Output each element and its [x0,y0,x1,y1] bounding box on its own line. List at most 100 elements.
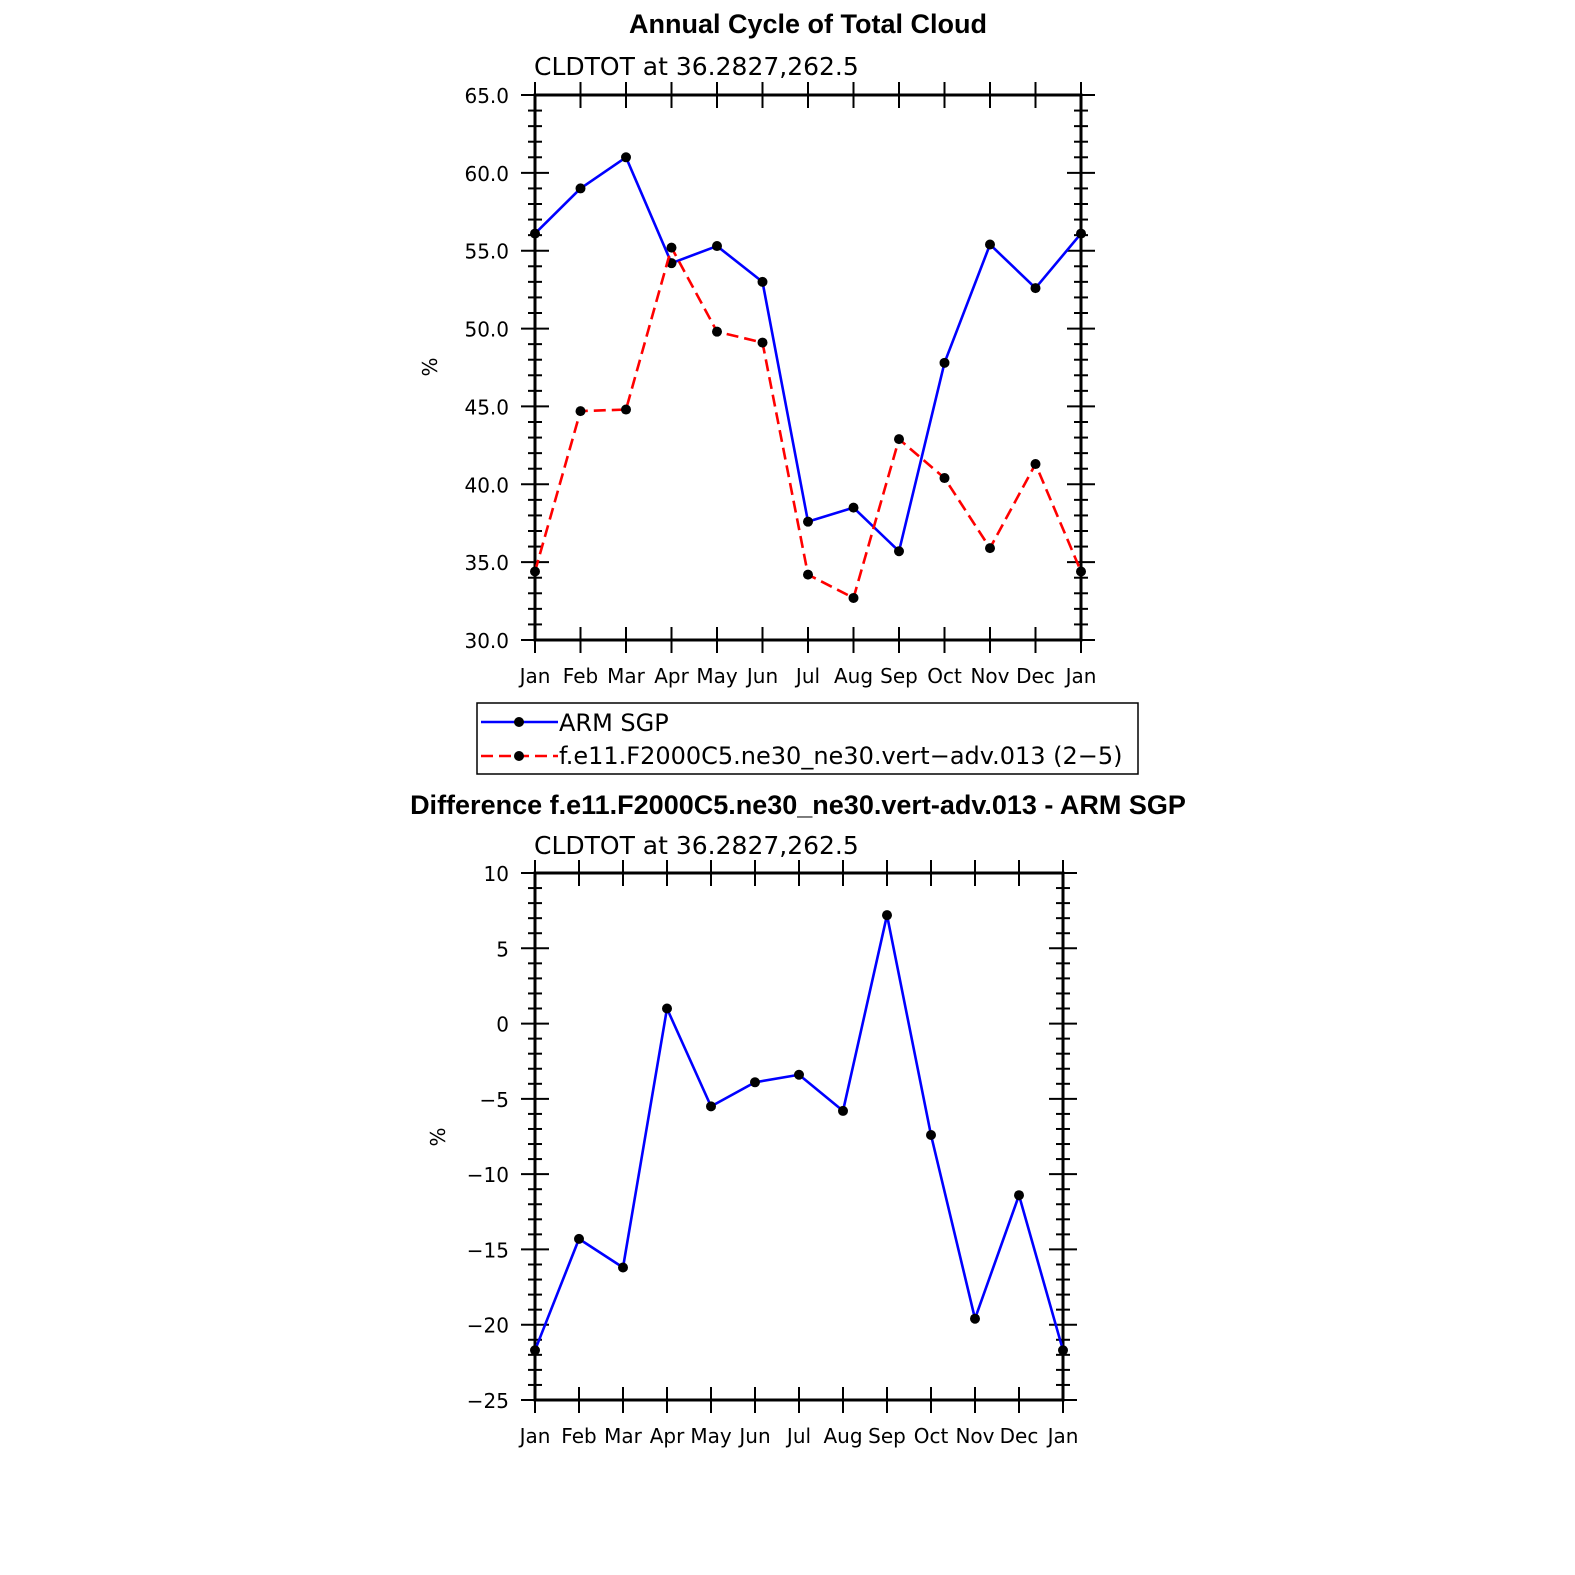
y-tick-label: 35.0 [464,551,509,575]
data-point [530,1345,540,1356]
x-tick-label: Aug [823,1424,862,1448]
y-tick-label: −20 [467,1314,509,1338]
data-point [1076,228,1086,239]
series-group [530,152,1086,603]
x-tick-label: Jan [1046,1424,1079,1448]
x-tick-label: Apr [654,664,689,688]
x-tick-label: Jun [745,664,778,688]
data-point [750,1077,760,1088]
data-point [882,910,892,921]
axis-ticks [521,860,1077,1413]
y-tick-label: −5 [480,1088,509,1112]
data-point [848,592,859,603]
data-point [926,1129,936,1140]
x-tick-label: Dec [1000,1424,1039,1448]
x-tick-label: Jul [785,1424,811,1448]
plot-frame [533,871,1065,1402]
data-point [838,1105,848,1116]
data-point [894,546,904,557]
data-point [939,473,950,484]
series-line-1 [533,246,1083,600]
data-point [985,543,995,554]
x-tick-label: Jan [1064,664,1097,688]
data-point [575,183,586,194]
x-tick-label: May [696,664,738,688]
legend-marker-model [514,751,524,761]
data-point [794,1069,804,1080]
data-point [706,1101,716,1112]
legend-box [476,702,1139,775]
x-tick-label: Oct [914,1424,949,1448]
data-point [1058,1345,1068,1356]
x-tick-label: Apr [650,1424,685,1448]
data-point [985,239,995,250]
data-point [757,276,768,287]
data-point [666,242,677,253]
data-point [621,152,631,163]
x-tick-label: Jul [794,664,820,688]
x-tick-label: Jan [518,664,551,688]
y-tick-label: −25 [467,1389,509,1413]
y-tick-label: 65.0 [464,84,509,108]
x-tick-label: Sep [868,1424,906,1448]
data-point [1076,566,1086,577]
chart-subtitle: CLDTOT at 36.2827,262.5 [534,831,859,860]
data-point [575,406,586,417]
data-point [894,434,904,445]
x-tick-label: Aug [834,664,873,688]
data-point [939,357,950,368]
data-point [530,228,540,239]
y-tick-label: 40.0 [464,473,509,497]
data-point [848,502,859,513]
data-point [574,1233,584,1244]
series-line-0 [534,155,1082,553]
data-point [757,337,768,348]
data-point [970,1313,980,1324]
y-tick-label: 50.0 [464,318,509,342]
x-tick-label: Nov [955,1424,994,1448]
chart-subtitle: CLDTOT at 36.2827,262.5 [534,52,859,81]
legend-label-arm-sgp: ARM SGP [559,709,669,737]
y-tick-label: −10 [467,1163,509,1187]
x-tick-label: Mar [604,1424,643,1448]
data-point [1030,283,1041,294]
chart-title: Difference f.e11.F2000C5.ne30_ne30.vert-… [410,790,1186,820]
y-tick-label: 0 [496,1013,509,1037]
y-axis-label: % [426,1127,450,1146]
x-tick-label: Mar [607,664,646,688]
data-point [803,516,813,527]
legend: ARM SGP f.e11.F2000C5.ne30_ne30.vert−adv… [476,702,1139,775]
y-tick-label: 45.0 [464,395,509,419]
x-tick-label: Feb [563,664,598,688]
y-tick-label: −15 [467,1238,509,1262]
data-point [662,1003,672,1014]
data-point [618,1262,628,1273]
y-tick-labels: 65.0 60.0 55.0 50.0 45.0 40.0 35.0 30.0 [464,84,509,653]
series-line-0 [533,913,1065,1351]
data-point [1030,459,1041,470]
y-tick-label: 10 [484,862,509,886]
y-axis-label: % [418,357,442,376]
y-tick-label: 55.0 [464,240,509,264]
x-tick-label: Oct [927,664,962,688]
y-tick-labels: 10 5 0 −5 −10 −15 −20 −25 [467,862,509,1413]
legend-label-model: f.e11.F2000C5.ne30_ne30.vert−adv.013 (2−… [559,742,1123,770]
y-tick-label: 30.0 [464,629,509,653]
y-tick-label: 5 [496,937,509,961]
x-tick-labels: Jan Feb Mar Apr May Jun Jul Aug Sep Oct Nov Dec Jan [518,1424,1079,1448]
data-point [712,326,722,337]
x-tick-label: Dec [1016,664,1055,688]
data-point [530,566,540,577]
x-tick-label: Jan [518,1424,551,1448]
plot-frame [533,93,1083,642]
x-tick-label: May [690,1424,732,1448]
x-tick-label: Sep [880,664,918,688]
chart-title: Annual Cycle of Total Cloud [629,9,987,39]
y-tick-label: 60.0 [464,162,509,186]
annual-cycle-chart: Annual Cycle of Total Cloud CLDTOT at 36… [418,9,1096,688]
series-group [530,910,1068,1356]
x-tick-label: Jun [737,1424,770,1448]
data-point [621,404,631,415]
data-point [803,569,813,580]
